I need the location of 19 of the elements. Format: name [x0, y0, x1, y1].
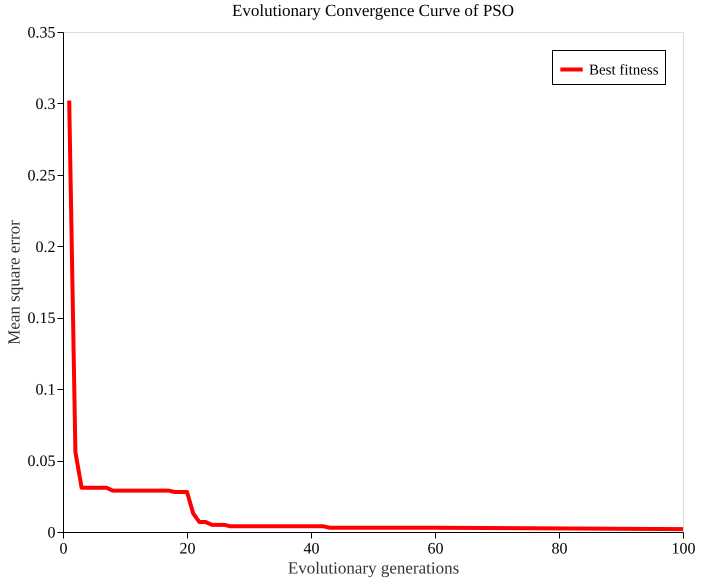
- y-axis-title: Mean square error: [4, 220, 24, 345]
- line-series: [67, 98, 685, 532]
- x-tick-label: 20: [180, 540, 196, 558]
- x-axis-title: Evolutionary generations: [288, 558, 460, 578]
- y-tick-label: 0.25: [28, 167, 56, 184]
- x-tick-label: 60: [428, 540, 444, 558]
- y-tick-label: 0.15: [28, 310, 56, 328]
- x-tick-label: 100: [672, 540, 696, 558]
- legend-label: Best fitness: [589, 62, 659, 78]
- chart-title: Evolutionary Convergence Curve of PSO: [232, 1, 514, 20]
- y-tick-label: 0: [48, 524, 56, 542]
- y-tick-label: 0.1: [36, 382, 56, 399]
- y-tick-label: 0.05: [28, 453, 56, 470]
- x-tick-label: 0: [60, 540, 68, 558]
- x-tick-label: 80: [552, 540, 568, 558]
- y-tick-label: 0.35: [28, 24, 56, 42]
- y-tick-label: 0.2: [36, 238, 56, 256]
- y-tick-label: 0.3: [36, 96, 56, 113]
- x-tick-label: 40: [304, 540, 320, 558]
